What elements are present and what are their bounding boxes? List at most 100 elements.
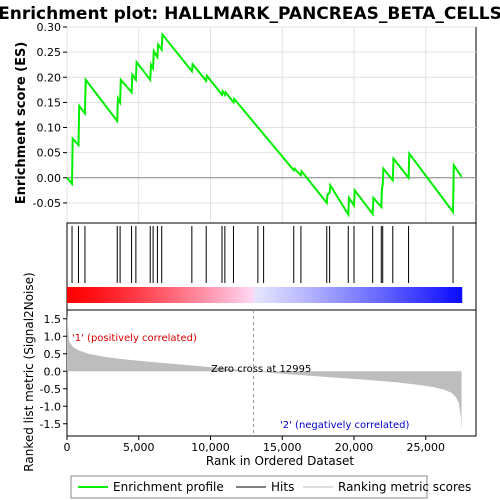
heatmap-cell [422, 287, 427, 303]
heatmap-cell [267, 287, 272, 303]
heatmap-cell [113, 287, 117, 303]
heatmap-cell [333, 287, 338, 303]
heatmap-cell [214, 287, 219, 303]
heatmap-cell [458, 287, 463, 303]
heatmap-cell [366, 287, 371, 303]
heatmap-cell [231, 287, 236, 303]
heatmap-cell [432, 287, 436, 303]
heatmap-cell [165, 287, 170, 303]
es-y-tick-label: 0.25 [37, 46, 62, 59]
heatmap-cell [109, 287, 114, 303]
chart-title: Enrichment plot: HALLMARK_PANCREAS_BETA_… [0, 4, 500, 24]
heatmap-cell [448, 287, 453, 303]
x-tick-label: 15,000 [263, 441, 302, 454]
heatmap-cell [392, 287, 397, 303]
heatmap-cell [415, 287, 420, 303]
heatmap-cell [300, 287, 305, 303]
heatmap-cell [136, 287, 140, 303]
heatmap-cell [70, 287, 75, 303]
ranking-y-axis-label: Ranked list metric (Signal2Noise) [22, 272, 36, 471]
heatmap-cell [73, 287, 78, 303]
heatmap-cell [277, 287, 282, 303]
heatmap-cell [99, 287, 104, 303]
heatmap-cell [441, 287, 446, 303]
heatmap-cell [247, 287, 252, 303]
legend-ranking-label: Ranking metric scores [338, 480, 471, 494]
heatmap-cell [172, 287, 177, 303]
heatmap-cell [149, 287, 154, 303]
heatmap-cell [205, 287, 210, 303]
heatmap-cell [379, 287, 384, 303]
heatmap-cell [96, 287, 101, 303]
heatmap-cell [349, 287, 354, 303]
heatmap-cell [336, 287, 341, 303]
x-tick-label: 20,000 [335, 441, 374, 454]
heatmap-cell [353, 287, 358, 303]
heatmap-cell [90, 287, 94, 303]
ranking-y-tick-label: -1.5 [40, 418, 61, 431]
heatmap-cell [372, 287, 377, 303]
heatmap-cell [126, 287, 131, 303]
es-y-ticks: -0.05 0.00 0.05 0.10 0.15 0.20 0.25 0.30 [33, 21, 67, 210]
heatmap-cell [67, 287, 71, 303]
heatmap-cell [290, 287, 295, 303]
x-axis-ticks: 0 5,000 10,000 15,000 20,000 25,000 [64, 436, 446, 454]
legend-hits-label: Hits [271, 480, 294, 494]
heatmap-cell [152, 287, 157, 303]
heatmap-cell [303, 287, 308, 303]
heatmap-cell [251, 287, 256, 303]
heatmap-cell [175, 287, 180, 303]
ranking-y-tick-label: -1.0 [40, 400, 61, 413]
heatmap-cell [412, 287, 417, 303]
ranking-y-tick-label: -0.5 [40, 383, 61, 396]
heatmap-cell [234, 287, 239, 303]
heatmap-cell [103, 287, 108, 303]
ranking-panel: -1.5 -1.0 -0.5 0.0 0.5 1.0 1.5 '1' (positively… [40, 309, 477, 437]
x-tick-label: 25,000 [407, 441, 446, 454]
ranking-y-tick-label: 1.5 [44, 313, 62, 326]
heatmap-cell [451, 287, 456, 303]
es-y-tick-label: 0.15 [37, 96, 62, 109]
heatmap-cell [119, 287, 124, 303]
heatmap-cell [313, 287, 318, 303]
heatmap-cell [129, 287, 134, 303]
heatmap-cell [116, 287, 121, 303]
negative-correlation-label: '2' (negatively correlated) [280, 420, 409, 431]
heatmap-cell [343, 287, 348, 303]
heatmap-cell [346, 287, 351, 303]
heatmap-cell [356, 287, 361, 303]
heatmap-cell [198, 287, 203, 303]
heatmap-cell [139, 287, 144, 303]
heatmap-cell [409, 287, 413, 303]
heatmap-cell [386, 287, 390, 303]
heatmap-cell [270, 287, 275, 303]
es-y-tick-label: 0.05 [37, 147, 62, 160]
heatmap-cell [369, 287, 374, 303]
heatmap-cell [330, 287, 334, 303]
heatmap-cell [326, 287, 331, 303]
heatmap-cell [76, 287, 81, 303]
heatmap-cell [418, 287, 423, 303]
es-y-tick-label: 0.00 [37, 172, 62, 185]
heatmap-cell [402, 287, 407, 303]
zero-cross-label: Zero cross at 12995 [211, 364, 311, 375]
heatmap-cell [307, 287, 311, 303]
heatmap-cell [257, 287, 262, 303]
heatmap-cell [80, 287, 85, 303]
es-y-tick-label: 0.20 [37, 71, 62, 84]
ranking-y-tick-label: 0.5 [44, 348, 62, 361]
heatmap-cell [274, 287, 279, 303]
heatmap-cell [399, 287, 404, 303]
heatmap-cell [142, 287, 147, 303]
x-axis-label: Rank in Ordered Dataset [206, 454, 354, 468]
heatmap-cell [284, 287, 288, 303]
heatmap-cell [93, 287, 98, 303]
heatmap-cell [191, 287, 196, 303]
heatmap-cell [287, 287, 292, 303]
heatmap-cell [254, 287, 259, 303]
heatmap-cell [208, 287, 213, 303]
heatmap-cell [323, 287, 328, 303]
es-y-tick-label: 0.30 [37, 21, 62, 34]
heatmap-cell [162, 287, 167, 303]
